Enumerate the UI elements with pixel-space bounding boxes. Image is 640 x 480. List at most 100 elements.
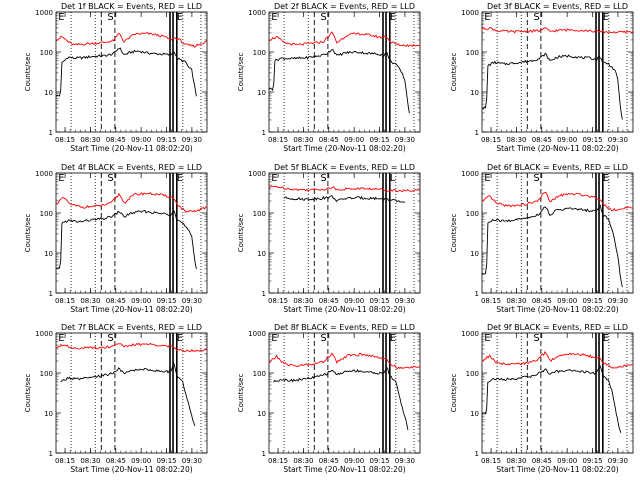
y-tick-label: 1 <box>49 290 53 298</box>
marker-label: S <box>107 173 113 184</box>
x-axis-label: Start Time (20-Nov-11 08:02:20) <box>70 465 192 474</box>
y-tick-label: 1 <box>262 129 266 137</box>
panel-6: Det 6f BLACK = Events, RED = LLD 1 10 100 10… <box>450 163 634 314</box>
y-tick-label: 10 <box>257 410 266 418</box>
x-tick-label: 09:00 <box>344 457 364 465</box>
x-tick-label: 08:15 <box>481 457 501 465</box>
y-axis-label: Counts/sec <box>450 374 458 413</box>
events-series-line <box>283 195 406 203</box>
x-axis-label: Start Time (20-Nov-11 08:02:20) <box>496 305 618 314</box>
y-tick-label: 1 <box>262 450 266 458</box>
x-tick-label: 09:00 <box>557 297 577 305</box>
marker-label: E <box>484 173 490 184</box>
y-tick-label: 1 <box>475 450 479 458</box>
y-tick-label: 1000 <box>248 9 266 17</box>
plot-frame <box>481 332 634 454</box>
x-tick-label: 09:30 <box>608 136 628 144</box>
x-tick-label: 08:15 <box>268 297 288 305</box>
panel-4: Det 4f BLACK = Events, RED = LLD 1 10 100 10… <box>24 163 208 314</box>
x-tick-label: 09:15 <box>369 457 389 465</box>
x-tick-label: 08:45 <box>106 457 126 465</box>
panel-title: Det 5f BLACK = Events, RED = LLD <box>274 163 415 172</box>
y-tick-label: 1 <box>49 129 53 137</box>
marker-label: E <box>603 333 609 344</box>
y-tick-label: 1000 <box>35 9 53 17</box>
lld-series-line <box>481 350 634 369</box>
y-tick-label: 1000 <box>461 170 479 178</box>
y-axis-label: Counts/sec <box>450 214 458 253</box>
y-tick-label: 1 <box>49 450 53 458</box>
lld-series-line <box>55 342 208 353</box>
marker-label: E <box>484 333 490 344</box>
panel-title: Det 9f BLACK = Events, RED = LLD <box>487 323 628 332</box>
y-axis-label: Counts/sec <box>24 53 32 92</box>
x-tick-label: 08:45 <box>319 297 339 305</box>
y-tick-label: 100 <box>40 370 53 378</box>
marker-label: S <box>533 12 539 23</box>
events-series-line <box>55 209 197 269</box>
lld-series-line <box>481 191 634 212</box>
y-tick-label: 1 <box>262 290 266 298</box>
x-tick-label: 08:15 <box>481 297 501 305</box>
marker-label: S <box>107 12 113 23</box>
x-tick-label: 09:15 <box>582 297 602 305</box>
plot-frame <box>268 11 421 133</box>
panel-7: Det 7f BLACK = Events, RED = LLD 1 10 100 10… <box>24 323 208 474</box>
x-tick-label: 09:00 <box>344 297 364 305</box>
plot-frame <box>55 11 208 133</box>
x-tick-label: 08:15 <box>268 136 288 144</box>
y-axis-label: Counts/sec <box>237 374 245 413</box>
y-tick-label: 10 <box>44 250 53 258</box>
events-series-line <box>481 52 623 120</box>
y-tick-label: 10 <box>44 89 53 97</box>
x-tick-label: 09:15 <box>369 136 389 144</box>
x-tick-label: 08:45 <box>532 457 552 465</box>
marker-label: E <box>390 12 396 23</box>
x-tick-label: 09:15 <box>156 136 176 144</box>
x-axis-label: Start Time (20-Nov-11 08:02:20) <box>283 144 405 153</box>
y-tick-label: 100 <box>466 210 479 218</box>
panel-title: Det 8f BLACK = Events, RED = LLD <box>274 323 415 332</box>
y-tick-label: 10 <box>470 410 479 418</box>
x-tick-label: 08:30 <box>80 136 100 144</box>
x-tick-label: 09:30 <box>182 297 202 305</box>
marker-label: E <box>271 12 277 23</box>
x-tick-label: 09:30 <box>608 297 628 305</box>
marker-label: E <box>484 12 490 23</box>
events-series-line <box>55 47 197 97</box>
marker-label: E <box>58 173 64 184</box>
x-tick-label: 08:30 <box>506 136 526 144</box>
x-tick-label: 08:15 <box>55 297 75 305</box>
x-tick-label: 09:15 <box>156 297 176 305</box>
x-tick-label: 08:15 <box>268 457 288 465</box>
x-tick-label: 09:15 <box>582 136 602 144</box>
marker-label: S <box>533 333 539 344</box>
lld-series-line <box>268 31 421 48</box>
panel-3: Det 3f BLACK = Events, RED = LLD 1 10 100 10… <box>450 2 634 153</box>
x-tick-label: 08:45 <box>319 457 339 465</box>
marker-label: S <box>320 12 326 23</box>
y-tick-label: 1000 <box>35 170 53 178</box>
y-axis-label: Counts/sec <box>450 53 458 92</box>
x-tick-label: 08:45 <box>532 297 552 305</box>
plot-frame <box>481 11 634 133</box>
plot-frame <box>268 332 421 454</box>
panel-5: Det 5f BLACK = Events, RED = LLD 1 10 100 10… <box>237 163 421 314</box>
x-tick-label: 09:30 <box>608 457 628 465</box>
x-axis-label: Start Time (20-Nov-11 08:02:20) <box>496 465 618 474</box>
events-series-line <box>273 366 409 430</box>
x-tick-label: 08:15 <box>55 136 75 144</box>
x-tick-label: 09:00 <box>557 136 577 144</box>
marker-label: L <box>390 173 396 184</box>
lld-series-line <box>55 32 208 48</box>
marker-label: E <box>603 173 609 184</box>
marker-label: E <box>177 173 183 184</box>
x-tick-label: 08:30 <box>80 457 100 465</box>
plot-frame <box>268 172 421 294</box>
x-tick-label: 09:15 <box>582 457 602 465</box>
marker-label: S <box>533 173 539 184</box>
x-tick-label: 08:15 <box>481 136 501 144</box>
y-tick-label: 100 <box>253 210 266 218</box>
x-tick-label: 09:30 <box>395 457 415 465</box>
